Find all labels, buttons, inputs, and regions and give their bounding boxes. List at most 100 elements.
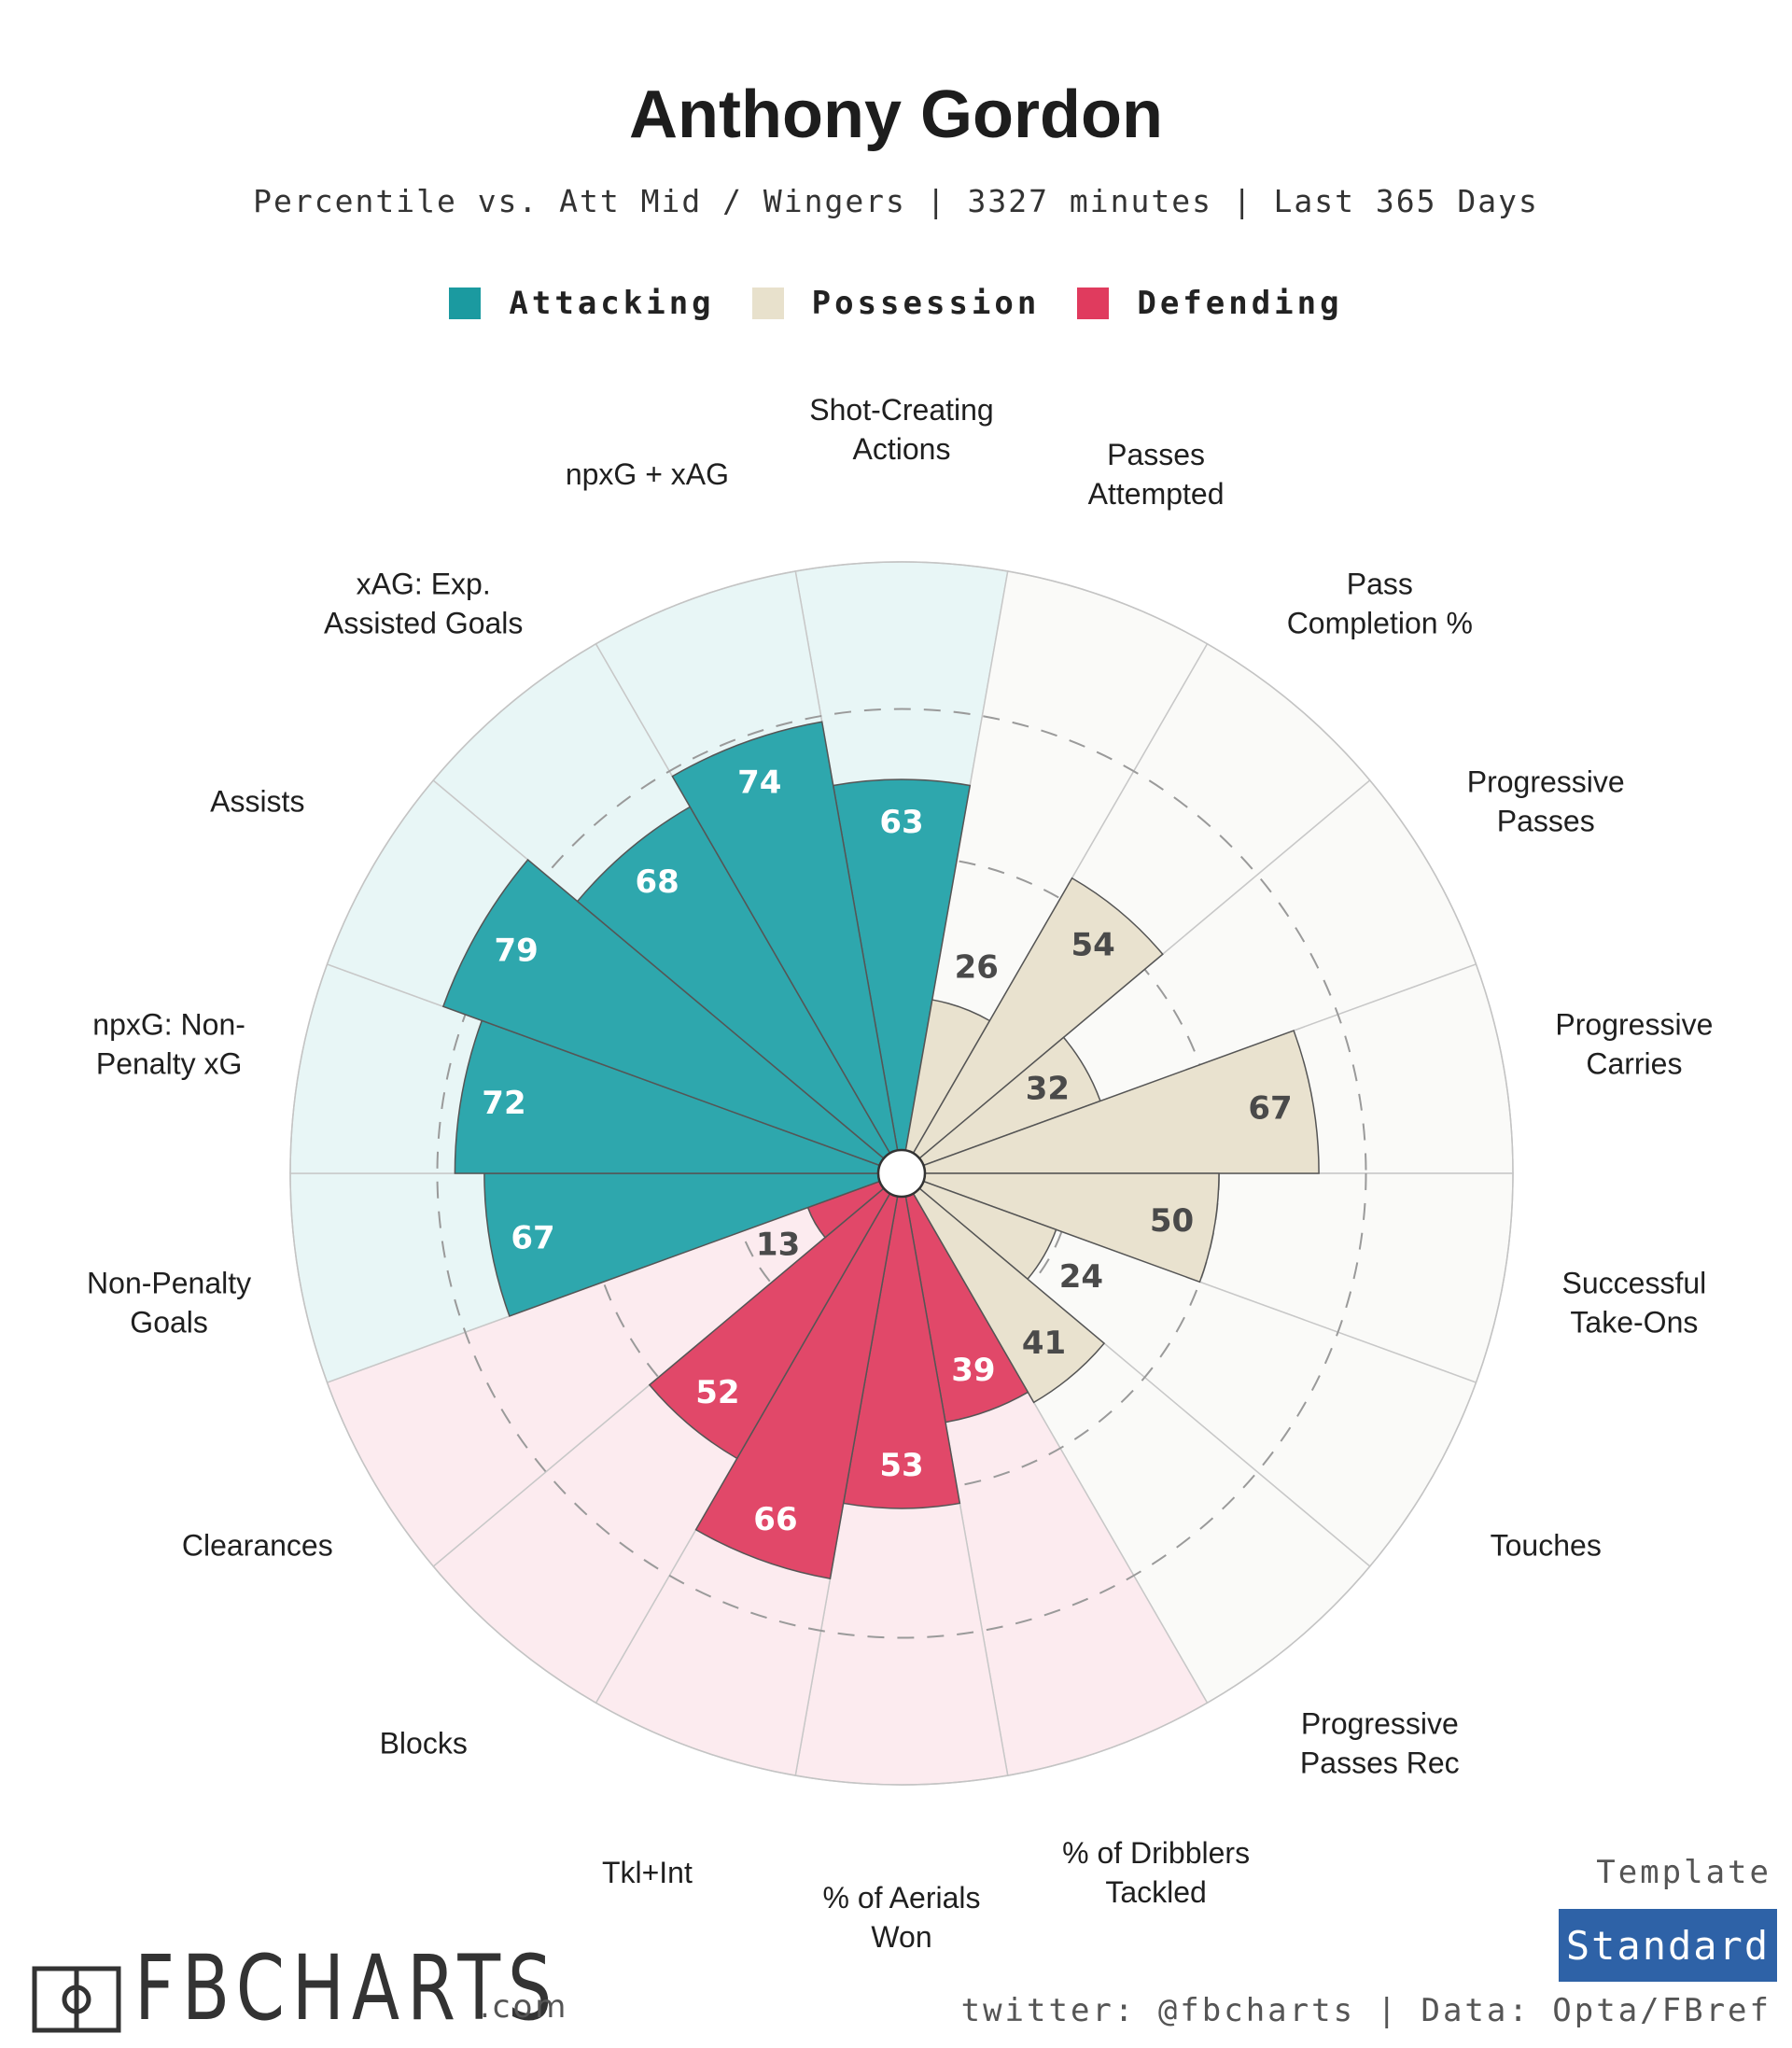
logo-text: FBCHARTS [134,1936,560,2041]
category-label-line: Tackled [1105,1875,1207,1909]
category-label-of-aerials-won: % of Aerials Won [823,1881,981,1954]
category-label-non-penalty-goals: Non-Penalty Goals [87,1266,251,1339]
category-label-line: Clearances [182,1529,333,1563]
category-label-npxg-xag: npxG + xAG [566,457,729,491]
category-label-line: % of Aerials [823,1881,981,1915]
bar-non-penalty-goals [483,1172,903,1317]
category-label-line: npxG + xAG [566,457,729,491]
template-badge: Standard [1559,1909,1777,1982]
value-label-pass-completion: 54 [1071,926,1115,963]
legend-label-possession: Possession [811,285,1041,322]
bar-successful-take-ons [901,1172,1220,1284]
gridline-ring-75 [436,708,1367,1639]
category-label-line: Assists [210,785,304,819]
bar-blocks [648,1172,903,1460]
category-label-touches: Touches [1491,1529,1602,1563]
value-label-of-dribblers-tackled: 39 [951,1352,995,1389]
value-label-shot-creating-actions: 63 [879,804,923,841]
category-label-of-dribblers-tackled: % of Dribblers Tackled [1062,1836,1250,1909]
category-label-line: Carries [1586,1047,1682,1081]
template-label: Template [1596,1854,1771,1891]
bar-progressive-passes-rec [901,1172,1106,1404]
category-label-line: Passes [1497,805,1595,838]
category-label-line: Blocks [380,1727,468,1760]
pitch-icon [32,1966,121,2033]
legend: Attacking Possession Defending [0,285,1792,322]
bar-npxg-xag [671,721,903,1174]
legend-swatch-defending [1077,288,1110,319]
category-label-progressive-passes-rec: Progressive Passes Rec [1300,1707,1460,1780]
category-label-line: Attempted [1088,477,1225,511]
logo-suffix: .com [480,1988,569,2026]
bar-shot-creating-actions [832,779,972,1174]
category-label-line: Pass [1347,567,1413,600]
category-label-line: Progressive [1467,765,1625,799]
category-label-line: Progressive [1555,1008,1713,1042]
category-label-line: Non-Penalty [87,1266,251,1299]
value-label-xag-exp-assisted-goals: 68 [635,863,679,901]
category-label-line: Take-Ons [1570,1305,1698,1339]
category-label-xag-exp-assisted-goals: xAG: Exp. Assisted Goals [324,567,523,639]
center-circle [876,1148,927,1199]
category-label-clearances: Clearances [182,1529,333,1563]
credit-text: twitter: @fbcharts | Data: Opta/FBref [960,1992,1771,2029]
bar-assists [441,858,903,1174]
legend-label-defending: Defending [1137,285,1343,322]
value-label-progressive-carries: 67 [1248,1089,1292,1127]
category-label-progressive-passes: Progressive Passes [1467,765,1625,838]
category-label-line: npxG: Non- [92,1008,245,1042]
category-label-pass-completion: Pass Completion % [1287,567,1473,639]
legend-item-attacking: Attacking [449,285,714,322]
legend-swatch-attacking [449,288,482,319]
category-label-line: Progressive [1301,1707,1459,1741]
category-label-line: Tkl+Int [602,1856,693,1889]
value-label-successful-take-ons: 50 [1150,1202,1194,1240]
category-label-line: Goals [130,1305,208,1339]
category-label-line: Won [871,1920,931,1954]
category-label-passes-attempted: Passes Attempted [1088,438,1225,511]
category-label-line: Passes [1107,438,1205,471]
value-label-clearances: 13 [756,1226,800,1263]
outer-ring [289,561,1514,1786]
category-label-tkl-int: Tkl+Int [602,1856,693,1889]
legend-label-attacking: Attacking [509,285,715,322]
value-label-progressive-passes: 32 [1026,1071,1070,1108]
value-label-blocks: 52 [695,1374,739,1411]
category-label-line: Passes Rec [1300,1746,1460,1780]
bar-progressive-carries [901,1030,1320,1174]
value-label-assists: 79 [495,933,539,970]
value-label-progressive-passes-rec: 41 [1022,1325,1066,1362]
legend-swatch-possession [751,288,784,319]
category-label-line: Completion % [1287,606,1473,639]
category-label-line: % of Dribblers [1062,1836,1250,1870]
legend-item-possession: Possession [751,285,1041,322]
bar-npxg-non-penalty-xg [454,1019,903,1174]
category-label-line: Touches [1491,1529,1602,1563]
chart-subtitle: Percentile vs. Att Mid / Wingers | 3327 … [253,183,1539,219]
category-label-line: xAG: Exp. [357,567,491,600]
category-label-blocks: Blocks [380,1727,468,1760]
legend-item-defending: Defending [1077,285,1342,322]
value-label-non-penalty-goals: 67 [511,1220,554,1257]
category-label-npxg-non-penalty-xg: npxG: Non- Penalty xG [92,1008,245,1081]
bar-xag-exp-assisted-goals [576,806,903,1174]
value-label-of-aerials-won: 53 [879,1447,923,1484]
value-label-touches: 24 [1059,1258,1103,1296]
category-label-line: Actions [853,432,951,466]
category-label-line: Assisted Goals [324,606,523,639]
category-label-successful-take-ons: Successful Take-Ons [1562,1266,1707,1339]
value-label-npxg-non-penalty-xg: 72 [482,1085,525,1122]
category-label-assists: Assists [210,785,304,819]
value-label-tkl-int: 66 [753,1501,797,1538]
category-label-progressive-carries: Progressive Carries [1555,1008,1713,1081]
chart-title: Anthony Gordon [629,77,1163,152]
bar-pass-completion [901,877,1164,1174]
category-label-line: Successful [1562,1266,1707,1299]
value-label-passes-attempted: 26 [955,948,999,986]
category-label-line: Shot-Creating [809,393,993,427]
fbcharts-logo: FBCHARTS .com [32,1943,679,2033]
bar-tkl-int [694,1172,903,1579]
value-label-npxg-xag: 74 [737,764,781,802]
category-label-shot-creating-actions: Shot-Creating Actions [809,393,993,466]
